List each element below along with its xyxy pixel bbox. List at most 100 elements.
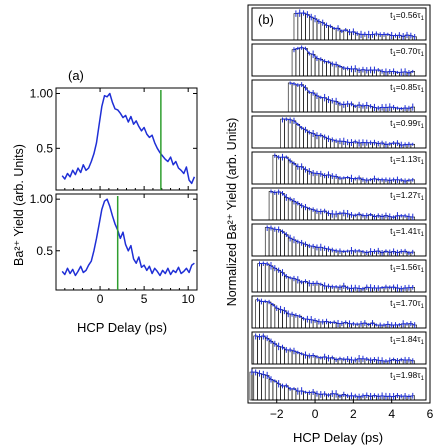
histogram-bar <box>309 16 314 41</box>
histogram-bar <box>264 227 270 257</box>
y-tick-label: 1.00 <box>30 86 54 100</box>
strip-label: t1=1.41τ1 <box>390 226 425 238</box>
strip-label-sub: 1 <box>421 196 425 202</box>
strip-data-line <box>257 299 415 326</box>
panel-b-label: (b) <box>258 12 274 27</box>
strip-2: t1=0.70τ1 <box>251 43 427 77</box>
histogram-bar <box>326 61 331 77</box>
x-tick-label: 0 <box>312 407 319 421</box>
y-tick-label: 1.00 <box>30 192 54 206</box>
strip-label-sub: 1 <box>421 232 425 238</box>
histogram-bar <box>295 241 301 257</box>
histogram-bar <box>299 127 304 149</box>
plot-a-bottom: 0 5 10 0.5 1.00 <box>30 192 198 306</box>
strip-label-value: =0.70τ <box>396 46 422 56</box>
strip-label-sub: 1 <box>421 340 425 346</box>
x-tick-label: −2 <box>270 407 284 421</box>
strip-label-sub: 1 <box>421 304 425 310</box>
strip-8: t1=1.56τ1 <box>251 259 427 293</box>
strip-10: t1=1.84τ1 <box>251 331 427 365</box>
histogram-bar <box>280 118 285 149</box>
histogram-bar <box>276 191 281 221</box>
strip-label-sub: 1 <box>421 52 425 58</box>
histogram-bar <box>276 229 281 257</box>
histogram-bar <box>291 49 297 77</box>
histogram-bar <box>259 301 264 329</box>
histogram-bar <box>264 375 270 401</box>
strip-1: t1=0.56τ1 <box>251 7 427 41</box>
strip-label-main: t <box>390 190 393 200</box>
histogram-bar <box>299 47 304 77</box>
histogram-bar <box>261 263 266 293</box>
strip-label-sub: 1 <box>392 52 396 58</box>
strip-label-sub: 1 <box>421 268 425 274</box>
strip-label: t1=1.98τ1 <box>390 370 425 382</box>
histogram-bar <box>261 374 266 401</box>
histogram-bar <box>272 343 278 365</box>
strip-label-sub: 1 <box>392 376 396 382</box>
strip-label: t1=1.27τ1 <box>390 190 425 202</box>
strip-9: t1=1.70τ1 <box>251 295 427 329</box>
x-tick-label: 5 <box>141 292 148 306</box>
strip-label: t1=1.56τ1 <box>390 262 425 274</box>
strip-data-line <box>289 82 413 110</box>
histogram-bar <box>303 48 308 77</box>
strip-data-line <box>251 371 413 398</box>
histogram-bar <box>295 84 301 113</box>
strip-label-sub: 1 <box>392 124 396 130</box>
strip-label-value: =1.41τ <box>396 226 422 236</box>
strip-label: t1=1.84τ1 <box>390 334 425 346</box>
histogram-bar <box>280 193 285 221</box>
histogram-bar <box>287 277 293 293</box>
histogram-bar <box>303 87 308 113</box>
histogram-bar <box>268 227 274 257</box>
strip-label-main: t <box>390 370 393 380</box>
strip-data-line <box>259 262 413 290</box>
histogram-bar <box>299 84 304 113</box>
histogram-bar <box>331 28 337 41</box>
histogram-bar <box>257 336 262 365</box>
histogram-bar <box>274 307 279 329</box>
histogram-bar <box>299 353 304 365</box>
strip-3: t1=0.85τ1 <box>251 79 427 113</box>
plot-frame <box>55 193 198 291</box>
strip-label-main: t <box>390 82 393 92</box>
strip-label: t1=0.85τ1 <box>390 82 425 94</box>
histogram-bar <box>295 48 301 77</box>
x-tick-label: 2 <box>350 407 357 421</box>
strip-label-sub: 1 <box>392 196 396 202</box>
strip-5: t1=1.13τ1 <box>251 151 427 185</box>
histogram-bar <box>291 388 297 401</box>
strip-label: t1=1.13τ1 <box>390 154 425 166</box>
strip-label-main: t <box>390 226 393 236</box>
strip-6: t1=1.27τ1 <box>251 187 427 221</box>
strip-label-main: t <box>390 298 393 308</box>
strip-label: t1=0.70τ1 <box>390 46 425 58</box>
histogram-bar <box>263 301 268 329</box>
strip-label-value: =1.98τ <box>396 370 422 380</box>
strip-label-sub: 1 <box>421 160 425 166</box>
panel-b-ylabel: Normalized Ba²⁺ Yield (arb. Units) <box>225 118 239 307</box>
strip-label-value: =1.84τ <box>396 334 422 344</box>
strip-label-main: t <box>390 10 393 20</box>
histogram-bar <box>295 202 301 221</box>
strip-label-main: t <box>390 262 393 272</box>
histogram-bar <box>295 124 301 149</box>
histogram-bar <box>328 25 333 41</box>
histogram-bar <box>287 160 293 185</box>
panel-b-xlabel: HCP Delay (ps) <box>293 430 383 445</box>
panel-a-ylabel: Ba²⁺ Yield (arb. Units) <box>12 144 26 266</box>
histogram-bar <box>270 304 276 329</box>
histogram-bar <box>284 234 289 257</box>
strip-label-sub: 1 <box>392 160 396 166</box>
histogram-bar <box>266 301 272 329</box>
histogram-bar <box>257 263 262 293</box>
strip-label-value: =1.27τ <box>396 190 422 200</box>
strip-label-sub: 1 <box>392 88 396 94</box>
strip-data-line <box>270 190 413 218</box>
strip-label-main: t <box>390 334 393 344</box>
strip-label-sub: 1 <box>421 124 425 130</box>
histogram-bar <box>272 228 278 257</box>
x-tick-label: 10 <box>182 292 196 306</box>
strip-data-line <box>295 12 415 38</box>
